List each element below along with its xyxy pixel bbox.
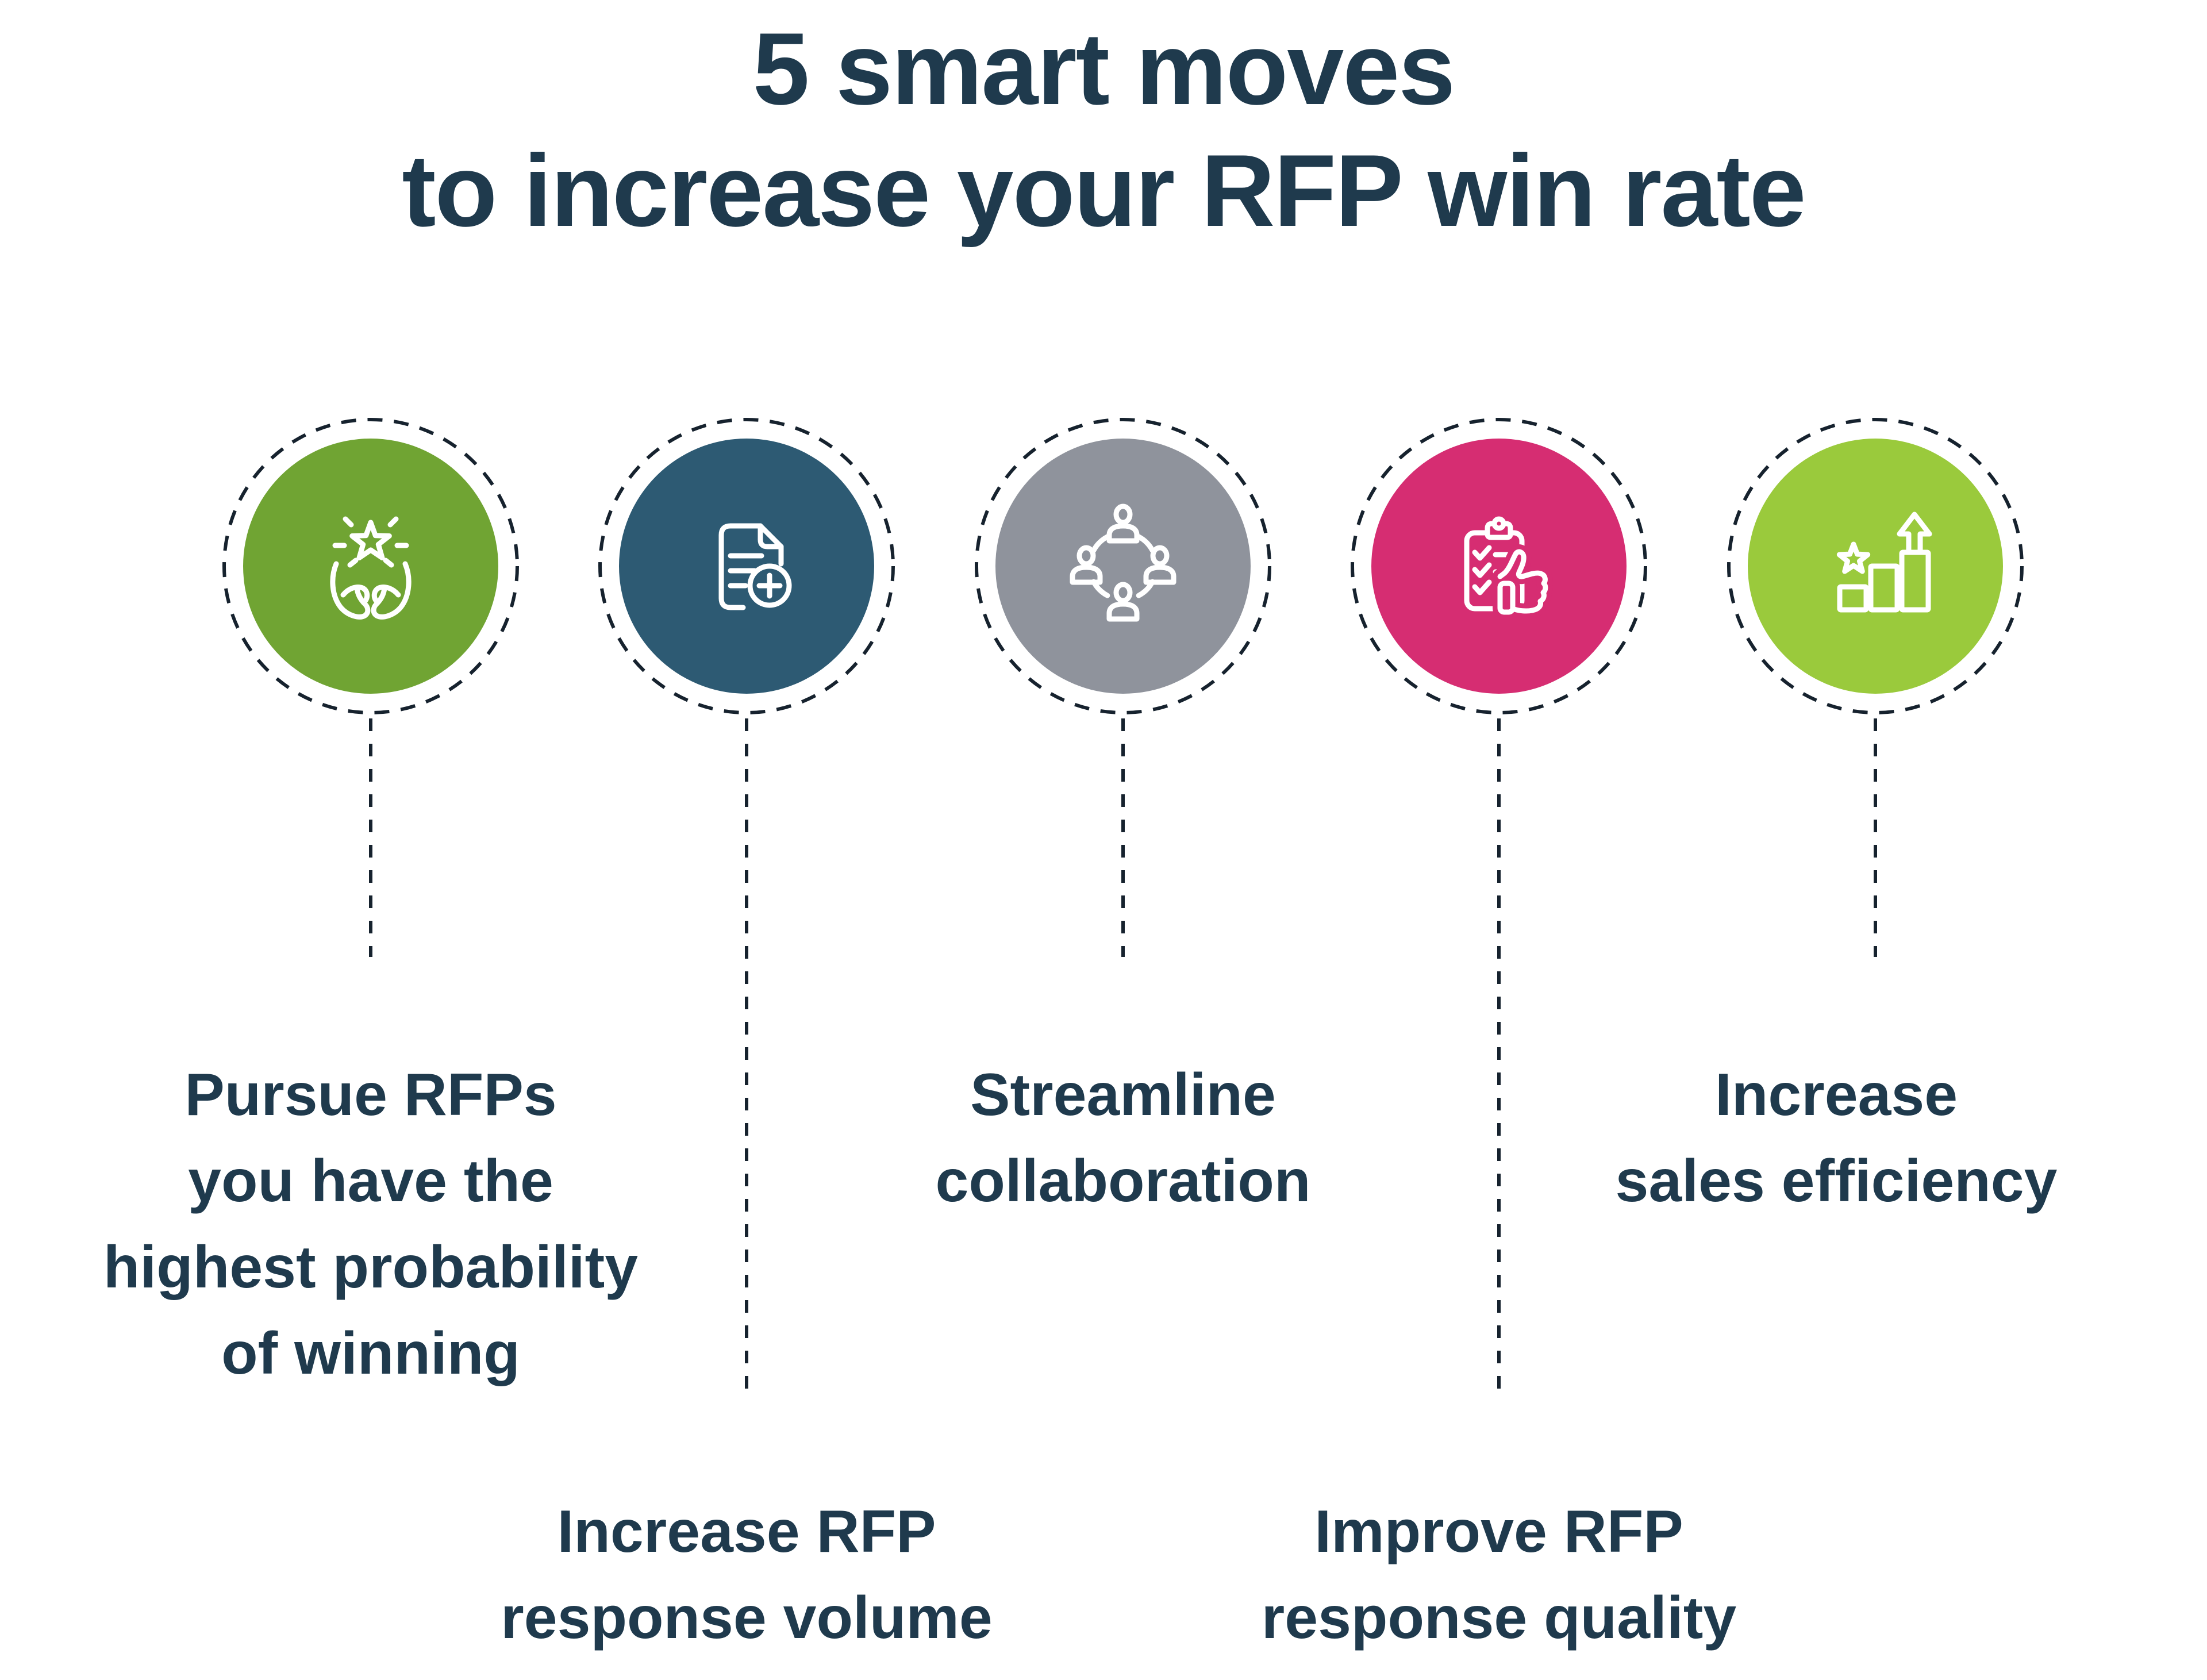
growth-bars-icon bbox=[1836, 512, 1932, 613]
move-2-connector-line bbox=[745, 718, 748, 1397]
move-2-badge bbox=[598, 418, 895, 714]
label-line: response quality bbox=[1261, 1585, 1737, 1651]
label-line: you have the bbox=[188, 1148, 553, 1214]
move-3-connector-line bbox=[1121, 718, 1125, 957]
move-4-connector-line bbox=[1497, 718, 1501, 1397]
move-2-label: Increase RFP response volume bbox=[501, 1489, 992, 1661]
move-1-connector-line bbox=[369, 718, 372, 957]
hands-holding-star-icon bbox=[330, 516, 412, 620]
circle-background bbox=[995, 439, 1251, 694]
label-line: Streamline bbox=[970, 1062, 1276, 1128]
move-3-badge bbox=[975, 418, 1271, 714]
dashed-ring bbox=[598, 418, 895, 714]
label-line: highest probability bbox=[103, 1234, 639, 1301]
label-line: Increase RFP bbox=[557, 1498, 936, 1565]
label-line: Improve RFP bbox=[1314, 1498, 1683, 1565]
label-line: response volume bbox=[501, 1585, 993, 1651]
document-add-icon bbox=[718, 523, 792, 610]
page-title: 5 smart moves to increase your RFP win r… bbox=[0, 8, 2207, 252]
circle-background bbox=[1371, 439, 1627, 694]
move-4-badge bbox=[1351, 418, 1647, 714]
move-5-connector-line bbox=[1874, 718, 1877, 957]
move-5-label: Increase sales efficiency bbox=[1616, 1052, 2058, 1224]
dashed-ring bbox=[222, 418, 519, 714]
label-line: of winning bbox=[221, 1320, 520, 1387]
people-network-icon bbox=[1070, 503, 1176, 622]
label-line: Pursue RFPs bbox=[184, 1062, 557, 1128]
label-line: Increase bbox=[1714, 1062, 1958, 1128]
label-line: sales efficiency bbox=[1615, 1148, 2058, 1214]
move-5-badge bbox=[1727, 418, 2024, 714]
page-title-line-1: 5 smart moves bbox=[752, 11, 1456, 126]
circle-background bbox=[243, 439, 498, 694]
move-4-label: Improve RFP response quality bbox=[1262, 1489, 1736, 1661]
label-line: collaboration bbox=[935, 1148, 1311, 1214]
page-title-line-2: to increase your RFP win rate bbox=[402, 133, 1806, 248]
move-3-label: Streamline collaboration bbox=[936, 1052, 1311, 1224]
dashed-ring bbox=[1727, 418, 2024, 714]
move-1-label: Pursue RFPs you have the highest probabi… bbox=[103, 1052, 638, 1397]
dashed-ring bbox=[1351, 418, 1647, 714]
checklist-thumbs-up-icon bbox=[1464, 516, 1553, 620]
circle-background bbox=[619, 439, 874, 694]
dashed-ring bbox=[975, 418, 1271, 714]
move-1-badge bbox=[222, 418, 519, 714]
